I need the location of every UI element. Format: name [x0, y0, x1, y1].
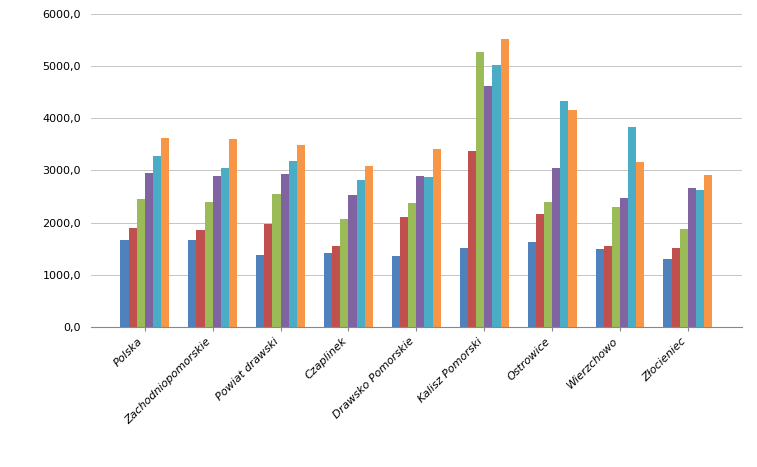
Bar	[620, 198, 628, 327]
Bar	[704, 175, 712, 327]
Bar	[696, 190, 704, 327]
Bar	[476, 52, 484, 327]
Bar	[392, 256, 400, 327]
Bar	[324, 253, 332, 327]
Bar	[120, 240, 129, 327]
Bar	[612, 207, 620, 327]
Bar	[213, 176, 221, 327]
Bar	[569, 110, 577, 327]
Bar	[492, 65, 500, 327]
Bar	[288, 161, 297, 327]
Bar	[536, 214, 544, 327]
Bar	[500, 38, 509, 327]
Bar	[400, 217, 408, 327]
Bar	[636, 162, 644, 327]
Bar	[129, 228, 137, 327]
Bar	[348, 195, 357, 327]
Bar	[221, 168, 229, 327]
Bar	[153, 156, 161, 327]
Bar	[256, 255, 264, 327]
Bar	[544, 202, 552, 327]
Bar	[416, 176, 425, 327]
Bar	[137, 198, 145, 327]
Bar	[425, 177, 433, 327]
Bar	[663, 259, 671, 327]
Bar	[281, 174, 288, 327]
Bar	[628, 127, 636, 327]
Bar	[552, 169, 560, 327]
Bar	[468, 151, 476, 327]
Bar	[273, 194, 281, 327]
Bar	[528, 242, 536, 327]
Bar	[204, 202, 213, 327]
Bar	[603, 246, 612, 327]
Bar	[459, 248, 468, 327]
Bar	[408, 203, 416, 327]
Bar	[365, 166, 373, 327]
Bar	[197, 230, 204, 327]
Bar	[161, 138, 170, 327]
Bar	[680, 229, 688, 327]
Bar	[297, 145, 305, 327]
Bar	[433, 149, 441, 327]
Bar	[560, 101, 569, 327]
Bar	[596, 249, 603, 327]
Bar	[188, 241, 197, 327]
Bar	[229, 139, 237, 327]
Bar	[341, 219, 348, 327]
Bar	[357, 180, 365, 327]
Bar	[264, 224, 273, 327]
Bar	[484, 86, 492, 327]
Bar	[671, 248, 680, 327]
Bar	[688, 188, 696, 327]
Bar	[332, 246, 341, 327]
Bar	[145, 173, 153, 327]
